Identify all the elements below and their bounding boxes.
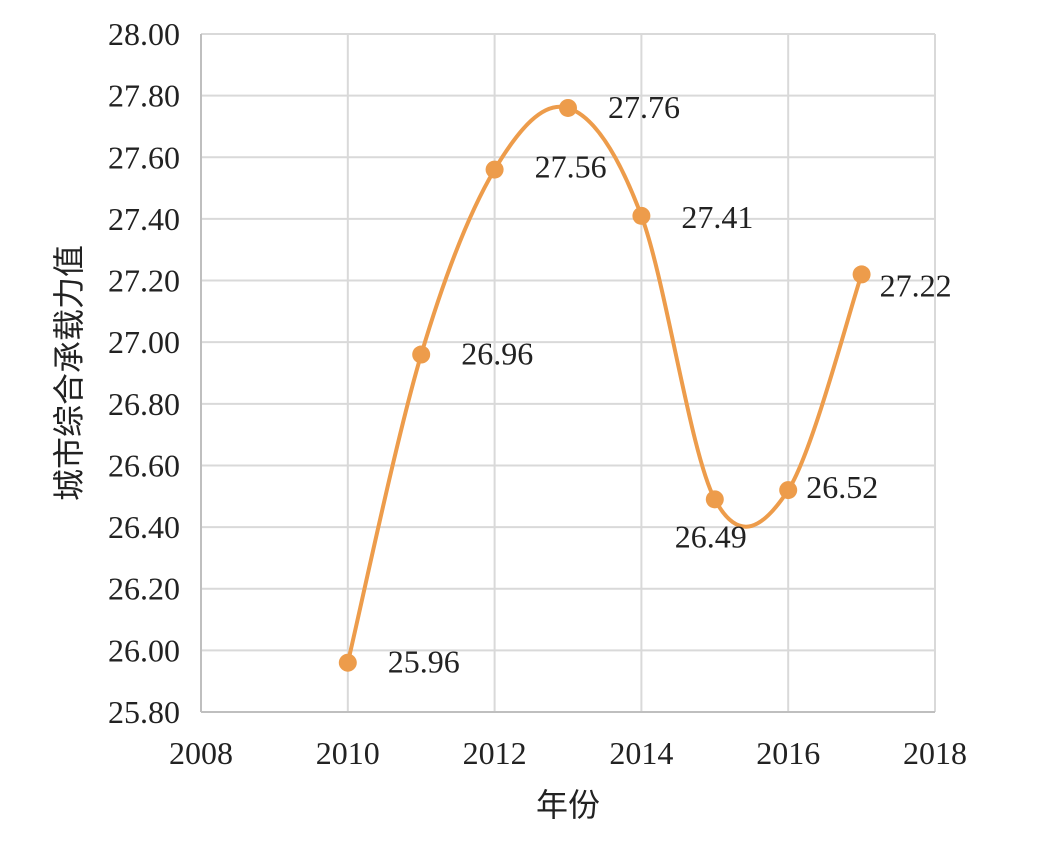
data-point bbox=[559, 98, 577, 117]
x-tick-label: 2018 bbox=[903, 735, 967, 771]
y-tick-label: 26.80 bbox=[108, 386, 180, 422]
data-label: 27.41 bbox=[681, 199, 753, 235]
x-tick-label: 2012 bbox=[463, 735, 527, 771]
y-tick-label: 27.80 bbox=[108, 78, 180, 114]
y-axis-title: 城市综合承载力值 bbox=[50, 245, 88, 501]
y-tick-label: 27.60 bbox=[108, 139, 180, 175]
data-point bbox=[338, 653, 357, 672]
data-point bbox=[632, 206, 651, 225]
y-tick-label: 28.00 bbox=[108, 16, 180, 52]
data-label: 27.76 bbox=[608, 89, 680, 125]
y-tick-label: 27.00 bbox=[108, 324, 180, 360]
series bbox=[338, 98, 871, 672]
data-label: 25.96 bbox=[388, 644, 460, 680]
y-tick-label: 26.40 bbox=[108, 509, 180, 545]
data-point bbox=[779, 481, 798, 500]
x-tick-label: 2010 bbox=[316, 735, 380, 771]
data-point bbox=[705, 490, 724, 509]
x-axis-title: 年份 bbox=[536, 786, 600, 824]
x-tick-labels: 2008 2010 2012 2014 2016 2018 bbox=[169, 735, 967, 771]
x-tick-label: 2008 bbox=[169, 735, 233, 771]
data-label: 27.56 bbox=[535, 149, 607, 185]
y-tick-label: 26.20 bbox=[108, 571, 180, 607]
x-tick-label: 2014 bbox=[609, 735, 673, 771]
y-tick-label: 26.60 bbox=[108, 447, 180, 483]
y-tick-label: 25.80 bbox=[108, 694, 180, 730]
x-tick-label: 2016 bbox=[756, 735, 820, 771]
data-label: 27.22 bbox=[880, 267, 952, 303]
series-line bbox=[345, 104, 864, 664]
grid bbox=[201, 33, 936, 712]
data-label: 26.52 bbox=[806, 469, 878, 505]
axes bbox=[200, 34, 935, 713]
y-tick-label: 27.20 bbox=[108, 263, 180, 299]
data-label: 26.49 bbox=[675, 518, 747, 554]
data-label: 26.96 bbox=[461, 336, 533, 372]
data-point bbox=[412, 345, 431, 364]
data-point bbox=[485, 160, 504, 179]
y-tick-label: 27.40 bbox=[108, 201, 180, 237]
y-tick-label: 26.00 bbox=[108, 632, 180, 668]
y-tick-labels: 25.80 26.00 26.20 26.40 26.60 26.80 27.00 27.20… bbox=[108, 16, 180, 730]
data-point bbox=[852, 265, 871, 284]
